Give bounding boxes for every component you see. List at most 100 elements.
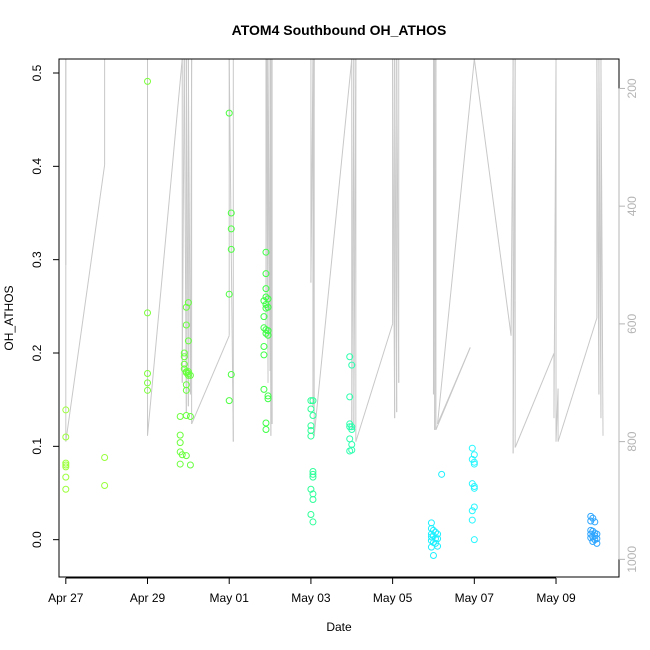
data-point xyxy=(144,77,152,85)
chart-title: ATOM4 Southbound OH_ATHOS xyxy=(232,22,447,38)
pressure-trace-layer xyxy=(65,58,604,454)
data-point xyxy=(176,460,184,468)
data-point xyxy=(309,470,317,478)
data-point xyxy=(182,368,190,376)
data-point xyxy=(468,507,476,515)
data-point xyxy=(309,412,317,420)
data-point xyxy=(470,482,478,490)
y-tick-label: 0.1 xyxy=(30,438,44,455)
x-tick-label: May 09 xyxy=(536,591,576,605)
data-point xyxy=(470,451,478,459)
data-point xyxy=(184,299,192,307)
data-point xyxy=(227,370,235,378)
data-point xyxy=(144,386,152,394)
data-point xyxy=(260,313,268,321)
x-tick-label: May 05 xyxy=(373,591,413,605)
y-axis: 0.0 0.1 0.2 0.3 0.4 0.5 xyxy=(30,64,60,548)
data-point xyxy=(262,426,270,434)
data-point xyxy=(184,368,192,376)
data-point xyxy=(101,482,109,490)
data-point xyxy=(62,459,70,467)
pressure-trace-segment xyxy=(181,58,185,383)
data-point xyxy=(470,503,478,511)
data-point xyxy=(225,109,233,117)
data-point xyxy=(225,397,233,405)
data-point xyxy=(587,512,595,520)
pressure-trace-segment xyxy=(437,347,471,425)
data-point xyxy=(176,439,184,447)
data-point xyxy=(180,349,188,357)
y-tick-label: 0.4 xyxy=(30,158,44,175)
data-point xyxy=(227,209,235,217)
secondary-y-tick-label: 600 xyxy=(625,314,639,334)
pressure-trace-segment xyxy=(355,323,394,442)
pressure-trace-segment xyxy=(228,58,234,442)
data-point xyxy=(593,530,601,538)
data-point xyxy=(184,337,192,345)
x-tick-label: May 01 xyxy=(210,591,250,605)
data-point xyxy=(262,285,270,293)
data-point xyxy=(182,452,190,460)
data-point xyxy=(307,397,315,405)
data-point xyxy=(468,516,476,524)
data-point xyxy=(144,379,152,387)
pressure-trace-segment xyxy=(313,58,353,436)
pressure-trace-segment xyxy=(147,58,183,436)
data-point xyxy=(348,423,356,431)
data-point xyxy=(62,461,70,469)
data-point xyxy=(182,386,190,394)
data-point xyxy=(309,397,317,405)
pressure-trace-segment xyxy=(437,58,475,425)
data-point xyxy=(309,496,317,504)
y-axis-label: OH_ATHOS xyxy=(2,285,16,350)
data-point xyxy=(264,295,272,303)
data-point xyxy=(176,431,184,439)
data-point xyxy=(470,458,478,466)
data-point xyxy=(264,395,272,403)
data-point xyxy=(227,245,235,253)
secondary-y-tick-label: 200 xyxy=(625,78,639,98)
data-point xyxy=(144,309,152,317)
x-axis: Apr 27 Apr 29 May 01 May 03 May 05 May 07 May … xyxy=(48,577,576,605)
pressure-trace-segment xyxy=(557,317,598,442)
data-point xyxy=(434,530,442,538)
data-point xyxy=(62,463,70,471)
data-point xyxy=(307,485,315,493)
data-point xyxy=(62,433,70,441)
data-point xyxy=(348,361,356,369)
data-point xyxy=(227,225,235,233)
data-point xyxy=(186,461,194,469)
data-point xyxy=(470,484,478,492)
data-point xyxy=(434,535,442,543)
pressure-trace-segment xyxy=(473,58,512,336)
data-point xyxy=(260,297,268,305)
data-point xyxy=(262,248,270,256)
data-point xyxy=(262,293,270,301)
points-layer xyxy=(62,77,601,560)
data-point xyxy=(307,432,315,440)
y-tick-label: 0.5 xyxy=(30,64,44,81)
data-point xyxy=(182,321,190,329)
data-point xyxy=(309,518,317,526)
data-point xyxy=(182,303,190,311)
data-point xyxy=(260,342,268,350)
data-point xyxy=(429,552,437,560)
data-point xyxy=(225,290,233,298)
data-point xyxy=(62,473,70,481)
data-point xyxy=(346,353,354,361)
pressure-trace-segment xyxy=(514,353,555,448)
data-point xyxy=(180,353,188,361)
data-point xyxy=(307,510,315,518)
data-point xyxy=(470,460,478,468)
y-tick-label: 0.0 xyxy=(30,531,44,548)
data-point xyxy=(260,385,268,393)
data-point xyxy=(144,370,152,378)
data-point xyxy=(62,406,70,414)
data-point xyxy=(180,360,188,368)
data-point xyxy=(348,446,356,454)
data-point xyxy=(184,370,192,378)
data-point xyxy=(184,371,192,379)
data-point xyxy=(432,528,440,536)
secondary-y-tick-label: 800 xyxy=(625,431,639,451)
